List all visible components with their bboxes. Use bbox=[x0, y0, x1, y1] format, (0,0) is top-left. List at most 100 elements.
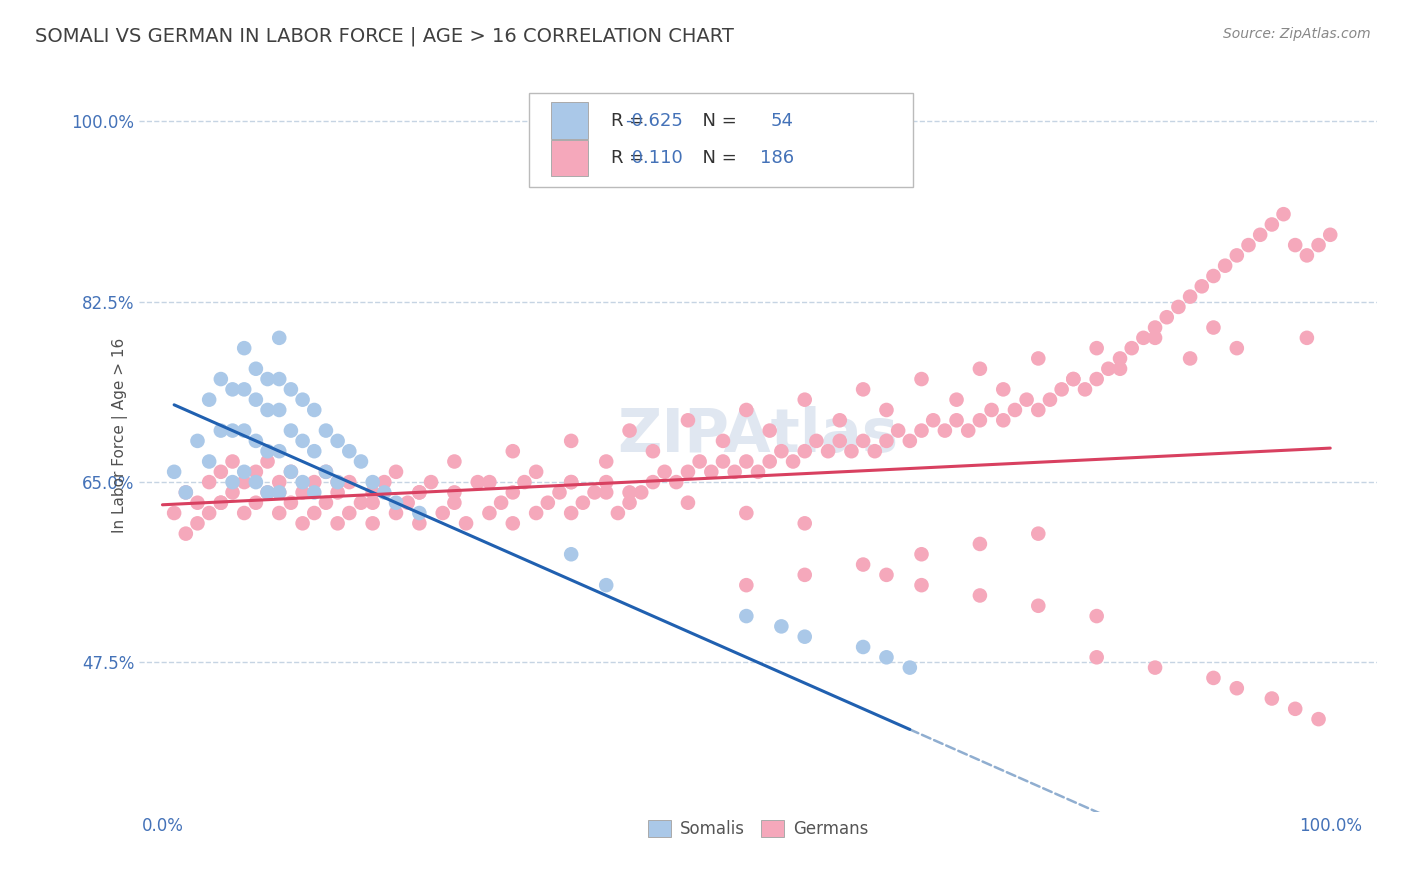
Point bbox=[1167, 300, 1189, 314]
Point bbox=[269, 475, 291, 489]
Point bbox=[560, 506, 582, 520]
Point bbox=[619, 496, 641, 510]
Point bbox=[385, 465, 408, 479]
Point bbox=[595, 454, 617, 468]
Point bbox=[817, 444, 839, 458]
Point bbox=[619, 424, 641, 438]
Point bbox=[443, 454, 465, 468]
Point bbox=[1062, 372, 1084, 386]
Point bbox=[841, 444, 863, 458]
Point bbox=[337, 444, 360, 458]
Point bbox=[735, 578, 758, 592]
Point bbox=[198, 506, 221, 520]
Point bbox=[1026, 599, 1049, 613]
Text: N =: N = bbox=[692, 149, 742, 167]
Point bbox=[269, 331, 291, 345]
Point bbox=[385, 496, 408, 510]
Point bbox=[326, 485, 349, 500]
Point bbox=[221, 475, 243, 489]
Point bbox=[969, 589, 991, 603]
Text: 54: 54 bbox=[770, 112, 794, 129]
Point bbox=[233, 341, 256, 355]
Point bbox=[1144, 320, 1167, 334]
Point bbox=[828, 413, 851, 427]
Point bbox=[198, 454, 221, 468]
Point bbox=[724, 465, 747, 479]
Point bbox=[280, 424, 302, 438]
Point bbox=[1191, 279, 1213, 293]
Point bbox=[209, 496, 232, 510]
Point bbox=[852, 558, 875, 572]
Point bbox=[700, 465, 723, 479]
Point bbox=[595, 475, 617, 489]
FancyBboxPatch shape bbox=[551, 103, 589, 138]
Point bbox=[350, 454, 373, 468]
Point bbox=[898, 434, 921, 448]
Point bbox=[793, 444, 815, 458]
Point bbox=[304, 485, 326, 500]
Point bbox=[337, 506, 360, 520]
Point bbox=[315, 465, 337, 479]
Point bbox=[711, 434, 734, 448]
Point bbox=[361, 516, 384, 531]
Point bbox=[863, 444, 886, 458]
Point bbox=[443, 485, 465, 500]
Point bbox=[758, 454, 780, 468]
Point bbox=[209, 424, 232, 438]
Point bbox=[770, 444, 793, 458]
Point bbox=[560, 547, 582, 561]
Point bbox=[572, 496, 595, 510]
Point bbox=[770, 619, 793, 633]
Point bbox=[174, 526, 197, 541]
Point bbox=[291, 516, 314, 531]
Point bbox=[1062, 372, 1084, 386]
Point bbox=[326, 516, 349, 531]
Point bbox=[186, 516, 208, 531]
Point bbox=[1202, 320, 1225, 334]
Point bbox=[233, 475, 256, 489]
Point bbox=[502, 444, 524, 458]
Point bbox=[304, 475, 326, 489]
Point bbox=[233, 424, 256, 438]
Point bbox=[502, 516, 524, 531]
Point bbox=[269, 506, 291, 520]
Point bbox=[385, 506, 408, 520]
Point bbox=[256, 454, 278, 468]
Point bbox=[269, 485, 291, 500]
Point bbox=[326, 434, 349, 448]
Point bbox=[1085, 341, 1108, 355]
Point bbox=[537, 496, 560, 510]
Point bbox=[793, 516, 815, 531]
Point bbox=[350, 496, 373, 510]
Point bbox=[1085, 609, 1108, 624]
Point bbox=[291, 434, 314, 448]
Text: R =: R = bbox=[610, 149, 650, 167]
Text: ZIPAtlas: ZIPAtlas bbox=[617, 406, 898, 466]
Point bbox=[408, 485, 430, 500]
FancyBboxPatch shape bbox=[529, 94, 912, 187]
Point bbox=[502, 485, 524, 500]
Point bbox=[269, 372, 291, 386]
Point bbox=[852, 434, 875, 448]
Point bbox=[269, 485, 291, 500]
Point bbox=[782, 454, 804, 468]
Point bbox=[1295, 331, 1317, 345]
Point bbox=[1178, 290, 1201, 304]
Point bbox=[245, 465, 267, 479]
Point bbox=[233, 383, 256, 397]
Point bbox=[910, 424, 932, 438]
Point bbox=[548, 485, 571, 500]
Point bbox=[1226, 248, 1249, 262]
Point bbox=[595, 578, 617, 592]
Text: Source: ZipAtlas.com: Source: ZipAtlas.com bbox=[1223, 27, 1371, 41]
Point bbox=[1004, 403, 1026, 417]
Point bbox=[619, 485, 641, 500]
Point bbox=[676, 465, 699, 479]
Point bbox=[875, 403, 897, 417]
Point bbox=[524, 506, 547, 520]
Point bbox=[478, 475, 501, 489]
Point bbox=[969, 361, 991, 376]
Point bbox=[560, 434, 582, 448]
Point bbox=[922, 413, 945, 427]
Point bbox=[945, 413, 967, 427]
